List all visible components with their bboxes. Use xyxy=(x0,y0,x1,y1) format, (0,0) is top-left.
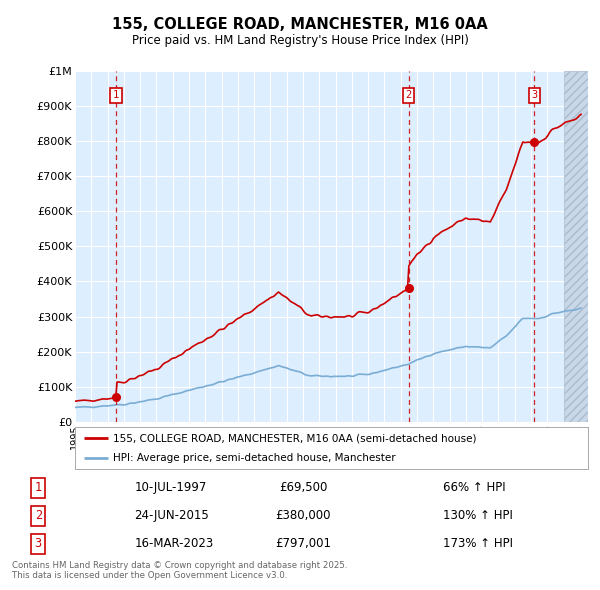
Text: 2: 2 xyxy=(35,509,42,522)
Text: 24-JUN-2015: 24-JUN-2015 xyxy=(134,509,209,522)
Text: 1: 1 xyxy=(35,481,42,494)
Text: 66% ↑ HPI: 66% ↑ HPI xyxy=(443,481,505,494)
Text: £797,001: £797,001 xyxy=(275,537,331,550)
Text: Price paid vs. HM Land Registry's House Price Index (HPI): Price paid vs. HM Land Registry's House … xyxy=(131,34,469,47)
Text: 2: 2 xyxy=(406,90,412,100)
Text: 130% ↑ HPI: 130% ↑ HPI xyxy=(443,509,512,522)
Text: 155, COLLEGE ROAD, MANCHESTER, M16 0AA (semi-detached house): 155, COLLEGE ROAD, MANCHESTER, M16 0AA (… xyxy=(113,433,477,443)
Text: 3: 3 xyxy=(35,537,42,550)
Text: 3: 3 xyxy=(531,90,538,100)
Text: 1: 1 xyxy=(113,90,119,100)
Bar xyxy=(563,71,588,422)
Text: Contains HM Land Registry data © Crown copyright and database right 2025.
This d: Contains HM Land Registry data © Crown c… xyxy=(12,560,347,580)
Text: 155, COLLEGE ROAD, MANCHESTER, M16 0AA: 155, COLLEGE ROAD, MANCHESTER, M16 0AA xyxy=(112,17,488,31)
Text: £69,500: £69,500 xyxy=(279,481,327,494)
Text: 10-JUL-1997: 10-JUL-1997 xyxy=(134,481,206,494)
Text: 173% ↑ HPI: 173% ↑ HPI xyxy=(443,537,512,550)
Text: HPI: Average price, semi-detached house, Manchester: HPI: Average price, semi-detached house,… xyxy=(113,453,396,463)
Text: 16-MAR-2023: 16-MAR-2023 xyxy=(134,537,214,550)
Text: £380,000: £380,000 xyxy=(275,509,331,522)
